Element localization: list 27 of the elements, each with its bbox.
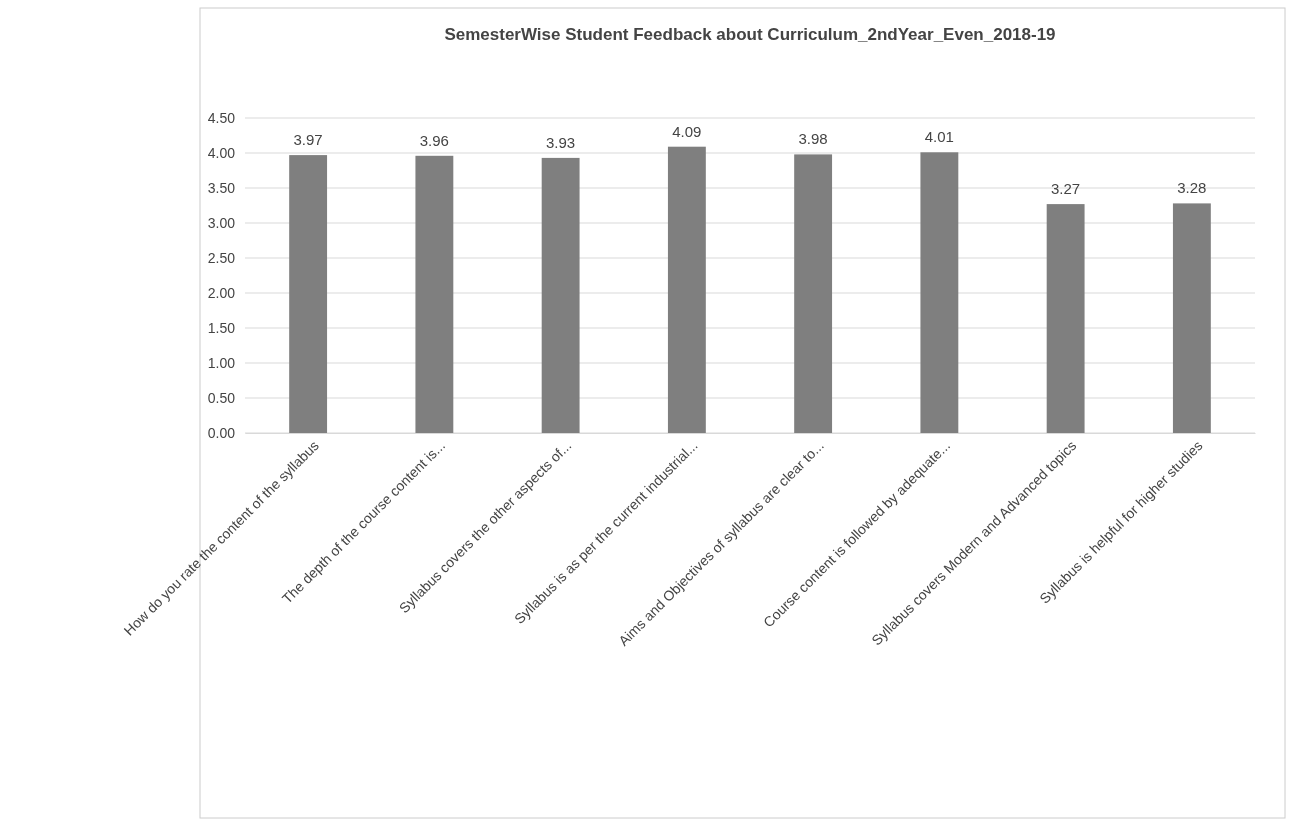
y-tick-label: 1.50 [207,319,236,336]
data-label: 3.28 [1177,179,1207,197]
data-label: 4.01 [924,128,954,146]
data-label: 4.09 [672,122,702,140]
bar [415,155,454,433]
chart-title: SemesterWise Student Feedback about Curriculum_2ndYear_Even_2018-19 [444,25,1056,44]
bar [1046,204,1085,433]
bar [920,152,959,433]
y-tick-label: 2.00 [207,284,236,301]
y-tick-label: 0.00 [207,424,236,441]
data-label: 3.93 [546,133,576,151]
y-tick-label: 0.50 [207,389,236,406]
data-label: 3.97 [293,131,323,149]
bar [794,154,833,433]
y-tick-label: 2.50 [207,249,236,266]
data-label: 3.27 [1051,180,1081,198]
data-label: 3.98 [798,130,828,148]
y-tick-label: 3.50 [207,179,236,196]
bar [289,155,328,433]
y-tick-label: 4.50 [207,109,236,126]
bar [1172,203,1211,433]
data-label: 3.96 [419,131,449,149]
bar [667,146,706,433]
y-tick-label: 1.00 [207,354,236,371]
bar [541,157,580,433]
y-tick-label: 4.00 [207,144,236,161]
y-tick-label: 3.00 [207,214,236,231]
